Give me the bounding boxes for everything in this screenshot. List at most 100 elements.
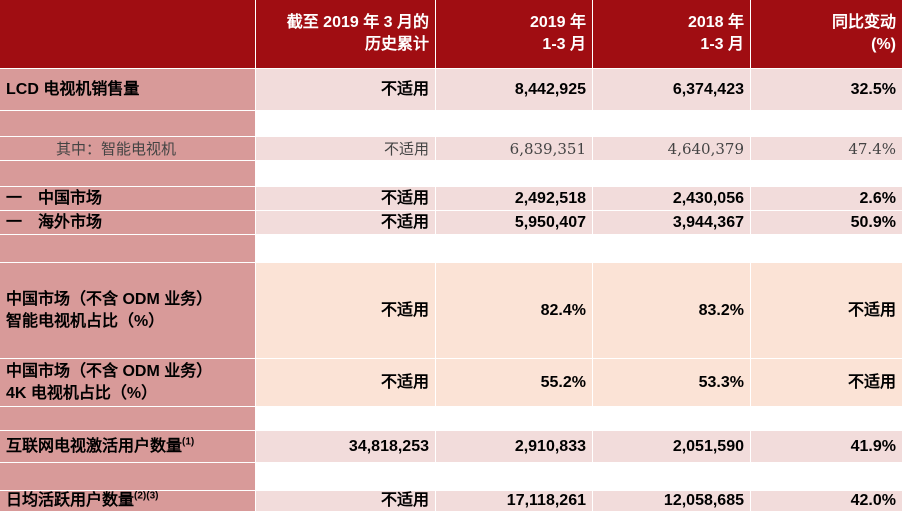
cell-text: 2.6% (859, 189, 896, 207)
header-cell: 截至 2019 年 3 月的历史累计 (256, 0, 435, 68)
label-line: 一 中国市场 (6, 188, 102, 210)
data-cell: 82.4% (436, 263, 592, 358)
cell-text: 不适用 (380, 492, 429, 509)
data-cell: 2,051,590 (593, 431, 750, 462)
row-divider (0, 210, 902, 211)
cell-text: 不适用 (380, 301, 429, 319)
cell-text: 一 海外市场 (6, 213, 103, 231)
header-line: 1-3 月 (542, 34, 586, 56)
cell-text: 42.0% (850, 492, 896, 509)
label-line: 一 海外市场 (6, 212, 102, 234)
row-label: 互联网电视激活用户数量(1) (0, 431, 255, 462)
cell-text: 4,640,379 (667, 139, 744, 158)
data-cell: 4,640,379 (593, 137, 750, 160)
label-line: 互联网电视激活用户数量(1) (6, 436, 194, 458)
data-cell: 不适用 (751, 359, 902, 406)
cell-text: 6,374,423 (672, 80, 744, 98)
header-line: 2019 年 (530, 12, 586, 34)
cell-text: 2018 年 (687, 14, 744, 31)
cell-text: 2,051,590 (672, 437, 744, 455)
label-line: 其中：智能电视机 (6, 138, 176, 160)
cell-text: 不适用 (847, 301, 896, 319)
cell-text: 2,430,056 (672, 189, 744, 207)
cell-text: 其中：智能电视机 (56, 139, 177, 158)
cell-text: 截至 2019 年 3 月的 (286, 14, 429, 31)
header-cell: 同比变动 (%) (751, 0, 902, 68)
cell-text: 同比变动 (831, 14, 896, 31)
row-divider (0, 462, 902, 463)
cell-text: 55.2% (540, 373, 586, 391)
cell-text: 82.4% (540, 301, 586, 319)
cell-text: 47.4% (848, 139, 896, 158)
cell-text: 4K 电视机占比（%） (6, 384, 158, 402)
row-label: 一 海外市场 (0, 211, 255, 234)
col-divider (255, 0, 256, 68)
row-divider (0, 358, 902, 359)
cell-text: 32.5% (850, 80, 896, 98)
cell-text: 50.9% (850, 213, 896, 231)
row-divider (0, 406, 902, 407)
row-label: 中国市场（不含 ODM 业务） 智能电视机占比（%） (0, 263, 255, 358)
data-cell: 不适用 (256, 263, 435, 358)
cell-text: 历史累计 (364, 36, 429, 53)
data-cell: 不适用 (256, 491, 435, 511)
cell-text: 不适用 (847, 373, 896, 391)
cell-text: 智能电视机占比（%） (6, 312, 165, 330)
label-line: 中国市场（不含 ODM 业务） (6, 289, 212, 311)
cell-text: 3,944,367 (672, 213, 744, 231)
footnote-mark: (2)(3) (134, 490, 159, 502)
cell-text: 1-3 月 (700, 36, 744, 53)
data-cell: 不适用 (256, 137, 435, 160)
data-cell: 2,430,056 (593, 187, 750, 210)
cell-text: 不适用 (383, 139, 429, 158)
data-cell: 53.3% (593, 359, 750, 406)
cell-text: 12,058,685 (663, 492, 744, 509)
row-divider (0, 160, 902, 161)
data-cell: 2.6% (751, 187, 902, 210)
footnote-mark: (1) (182, 436, 195, 448)
cell-text: 6,839,351 (509, 139, 586, 158)
label-line: 中国市场（不含 ODM 业务） (6, 361, 212, 383)
data-cell: 2,492,518 (436, 187, 592, 210)
col-divider (592, 68, 593, 511)
cell-text: (%) (871, 36, 896, 53)
row-divider (0, 110, 902, 111)
data-cell: 8,442,925 (436, 69, 592, 110)
cell-text: 中国市场（不含 ODM 业务） (6, 290, 213, 308)
cell-text: 83.2% (698, 301, 744, 319)
cell-text: 2019 年 (529, 14, 586, 31)
data-cell: 42.0% (751, 491, 902, 511)
header-line: 2018 年 (688, 12, 744, 34)
row-divider (0, 186, 902, 187)
label-line: LCD 电视机销售量 (6, 79, 139, 101)
cell-text: 一 中国市场 (6, 189, 103, 207)
header-cell: 2019 年 1-3 月 (436, 0, 592, 68)
data-cell: 6,839,351 (436, 137, 592, 160)
cell-text: 不适用 (380, 373, 429, 391)
data-cell: 17,118,261 (436, 491, 592, 511)
data-cell: 不适用 (256, 211, 435, 234)
col-divider (592, 0, 593, 68)
data-cell: 47.4% (751, 137, 902, 160)
row-divider (0, 430, 902, 431)
header-line: (%) (871, 34, 896, 56)
header-line: 1-3 月 (700, 34, 744, 56)
header-line: 截至 2019 年 3 月的 (287, 12, 429, 34)
cell-text: 41.9% (850, 437, 896, 455)
label-line: 智能电视机占比（%） (6, 311, 164, 333)
data-cell: 83.2% (593, 263, 750, 358)
row-divider (0, 136, 902, 137)
row-divider (0, 234, 902, 235)
col-divider (435, 68, 436, 511)
data-cell: 不适用 (256, 69, 435, 110)
cell-text: 互联网电视激活用户数量 (6, 437, 183, 455)
cell-text: 53.3% (698, 373, 744, 391)
data-cell: 6,374,423 (593, 69, 750, 110)
header-bar (0, 0, 902, 68)
cell-text: 1-3 月 (542, 36, 586, 53)
row-divider (0, 68, 902, 69)
data-cell: 3,944,367 (593, 211, 750, 234)
data-cell: 2,910,833 (436, 431, 592, 462)
data-cell: 不适用 (751, 263, 902, 358)
data-cell: 5,950,407 (436, 211, 592, 234)
